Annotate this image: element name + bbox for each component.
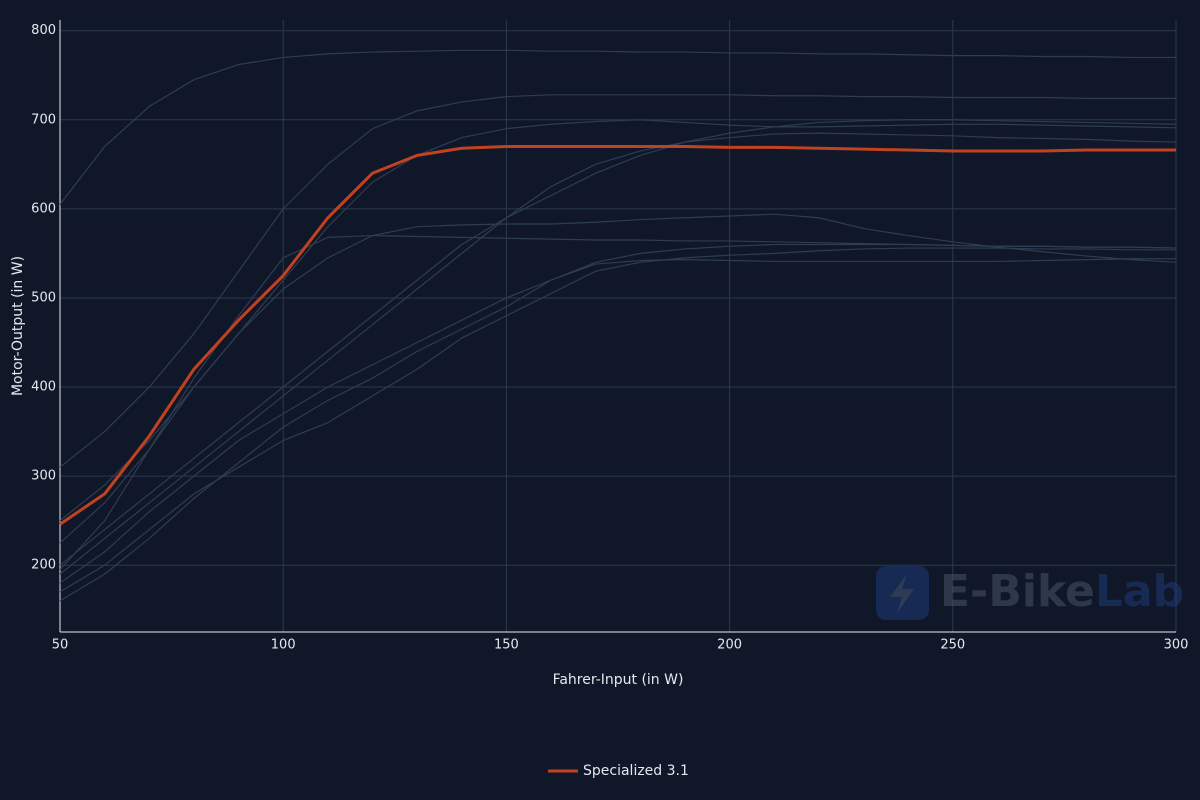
background-line	[59, 132, 1177, 575]
y-tick-label: 700	[31, 112, 56, 127]
background-line	[59, 94, 1176, 468]
y-tick-label: 300	[31, 469, 56, 484]
y-axis-label: Motor-Output (in W)	[10, 256, 26, 396]
x-tick-label: 150	[494, 638, 519, 653]
x-tick-label: 50	[52, 638, 69, 653]
watermark-part: E-Bike	[940, 566, 1095, 617]
background-line	[59, 49, 1176, 205]
x-tick-label: 250	[940, 638, 965, 653]
y-tick-label: 800	[31, 23, 56, 38]
background-line	[59, 258, 1176, 602]
x-axis-label: Fahrer-Input (in W)	[553, 672, 684, 688]
background-line	[59, 243, 1177, 584]
y-tick-label: 500	[31, 290, 56, 305]
y-tick-label: 400	[31, 380, 56, 395]
x-tick-label: 200	[717, 638, 742, 653]
x-tick-label: 300	[1164, 638, 1189, 653]
legend-label: Specialized 3.1	[583, 763, 689, 779]
y-tick-label: 600	[31, 201, 56, 216]
background-line	[59, 247, 1176, 593]
data-line	[59, 144, 1176, 526]
watermark-text: E-BikeLab	[940, 566, 1184, 617]
watermark-part: Lab	[1095, 566, 1184, 617]
watermark-bolt	[890, 574, 914, 613]
background-line	[59, 119, 1177, 522]
x-tick-label: 100	[271, 638, 296, 653]
watermark: E-BikeLab	[876, 566, 1184, 620]
plot-area	[59, 20, 1177, 633]
y-tick-label: 200	[31, 558, 56, 573]
background-line	[59, 119, 1177, 566]
